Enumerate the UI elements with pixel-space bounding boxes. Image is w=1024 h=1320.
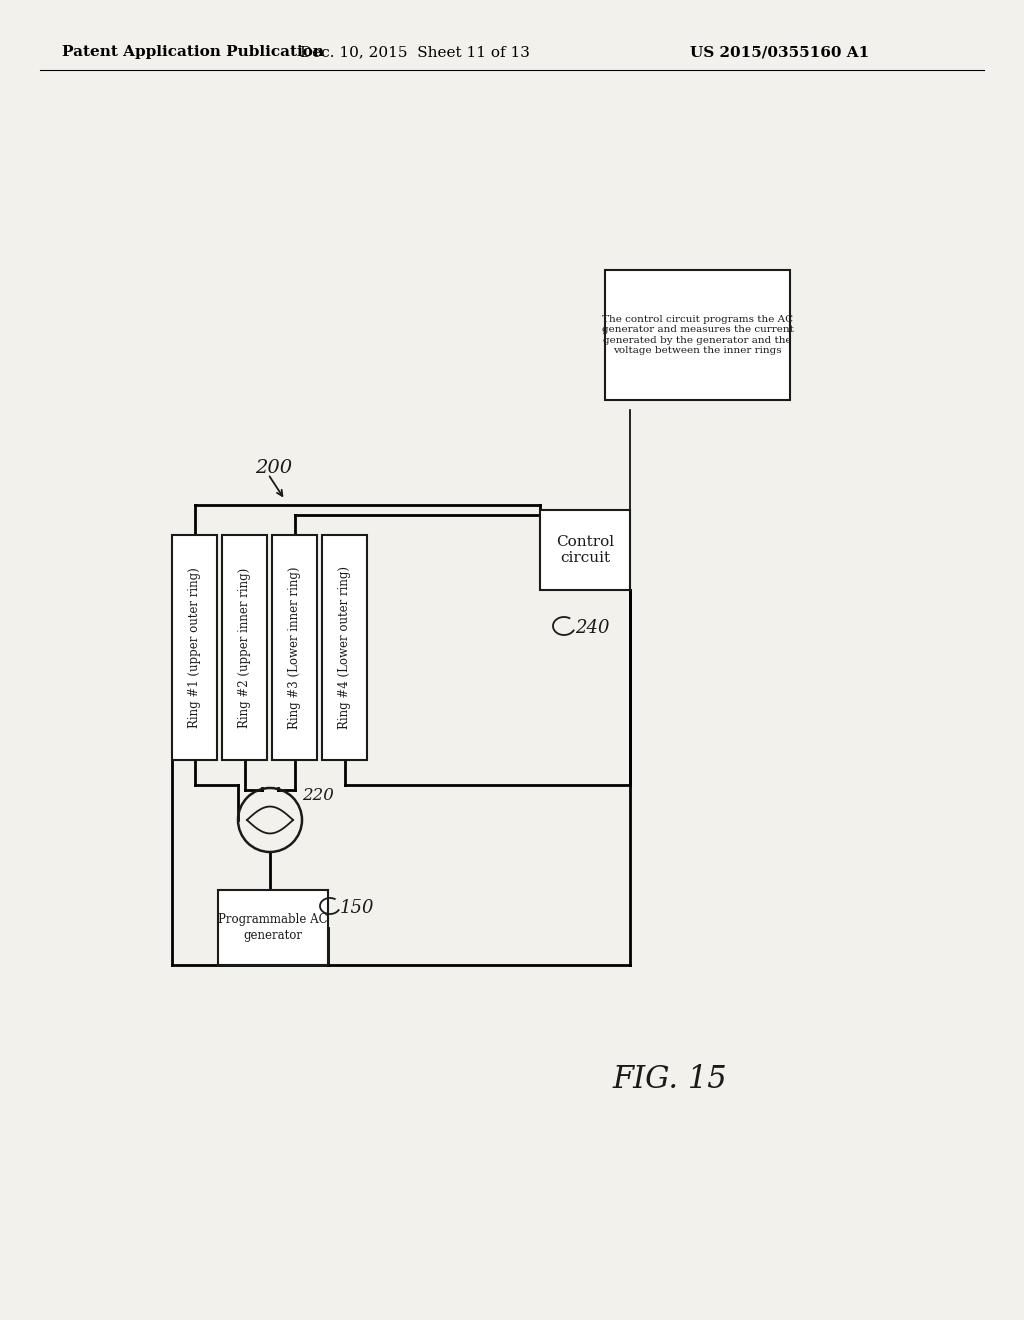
Bar <box>605 271 790 400</box>
Bar <box>272 535 317 760</box>
Text: 220: 220 <box>302 788 334 804</box>
Bar <box>222 535 267 760</box>
Text: Ring #4 (Lower outer ring): Ring #4 (Lower outer ring) <box>338 566 351 729</box>
Text: 200: 200 <box>255 459 292 477</box>
Text: Ring #1 (upper outer ring): Ring #1 (upper outer ring) <box>188 568 201 727</box>
Text: 150: 150 <box>340 899 375 917</box>
Bar <box>172 535 217 760</box>
Bar <box>322 535 367 760</box>
Text: The control circuit programs the AC
generator and measures the current
generated: The control circuit programs the AC gene… <box>601 315 794 355</box>
Text: Patent Application Publication: Patent Application Publication <box>62 45 324 59</box>
Bar <box>540 510 630 590</box>
Text: 240: 240 <box>575 619 609 638</box>
Text: Control
circuit: Control circuit <box>556 535 614 565</box>
Text: Ring #2 (upper inner ring): Ring #2 (upper inner ring) <box>238 568 251 727</box>
Text: Dec. 10, 2015  Sheet 11 of 13: Dec. 10, 2015 Sheet 11 of 13 <box>300 45 530 59</box>
Bar <box>218 890 328 965</box>
Text: FIG. 15: FIG. 15 <box>612 1064 727 1096</box>
Text: Ring #3 (Lower inner ring): Ring #3 (Lower inner ring) <box>288 566 301 729</box>
Text: Programmable AC
generator: Programmable AC generator <box>218 913 328 941</box>
Text: US 2015/0355160 A1: US 2015/0355160 A1 <box>690 45 869 59</box>
